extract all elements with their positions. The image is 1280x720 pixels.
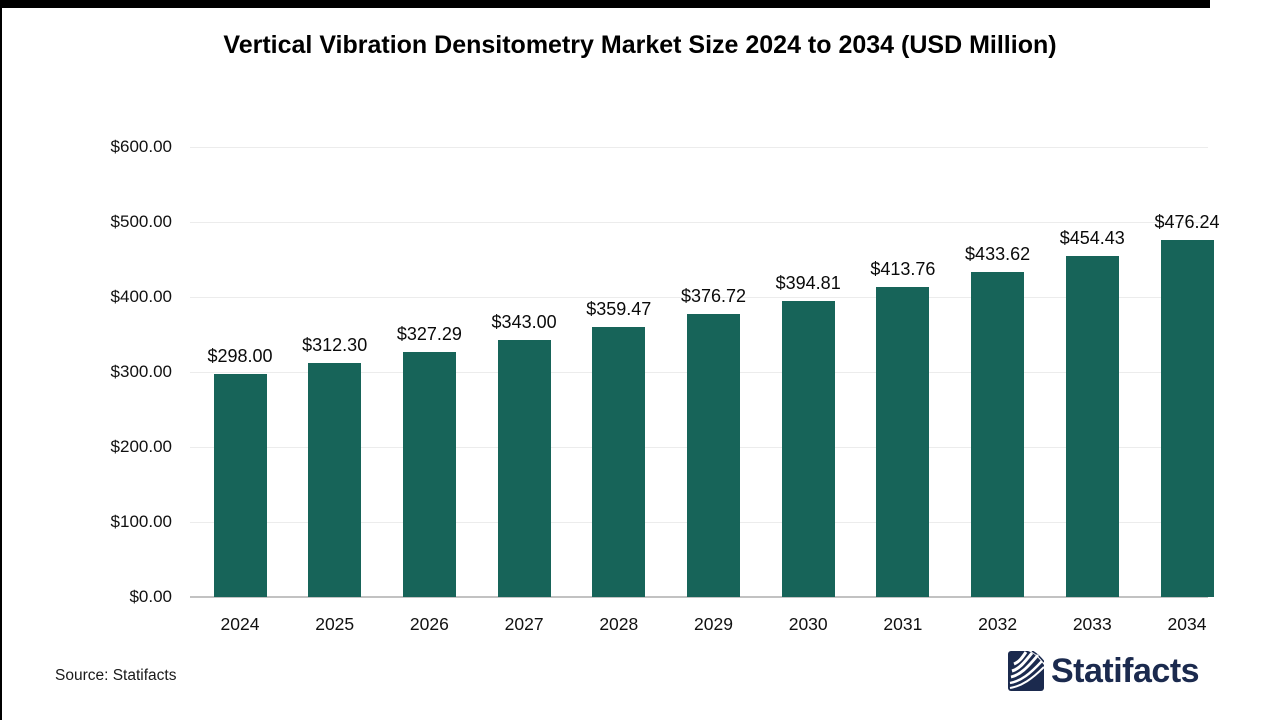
bar: [971, 271, 1025, 597]
y-tick-label: $0.00: [129, 587, 172, 606]
bar: [592, 327, 646, 597]
bar: [781, 300, 835, 597]
bar-value-label: $413.76: [870, 258, 936, 279]
bar-value-label: $454.43: [1059, 228, 1125, 249]
x-tick-label: 2028: [599, 614, 639, 634]
x-axis-line: [190, 596, 1208, 598]
bar: [402, 351, 456, 597]
gridline: [190, 297, 1208, 298]
x-tick-label: 2032: [978, 614, 1018, 634]
brand-logo: Statifacts: [1008, 650, 1200, 692]
x-tick-label: 2029: [694, 614, 733, 634]
bar-value-label: $359.47: [586, 299, 652, 320]
gridline: [190, 147, 1208, 148]
window-left-border: [0, 0, 2, 720]
bar: [308, 362, 362, 597]
y-tick-label: $600.00: [110, 137, 172, 156]
brand-name: Statifacts: [1051, 652, 1200, 690]
y-tick-label: $400.00: [110, 287, 172, 306]
statifacts-logo-icon: [1008, 651, 1044, 691]
x-tick-label: 2024: [220, 614, 260, 634]
x-tick-label: 2033: [1072, 614, 1112, 634]
x-tick-label: 2025: [315, 614, 355, 634]
bar: [876, 286, 930, 597]
bar-value-label: $312.30: [302, 334, 368, 355]
bar-value-label: $298.00: [207, 345, 273, 366]
gridline: [190, 222, 1208, 223]
y-tick-label: $100.00: [110, 512, 172, 531]
bar: [1160, 239, 1214, 597]
y-tick-label: $500.00: [110, 212, 172, 231]
chart-title: Vertical Vibration Densitometry Market S…: [223, 31, 1057, 59]
bar-value-label: $476.24: [1154, 211, 1220, 232]
source-note: Source: Statifacts: [55, 667, 177, 684]
x-tick-label: 2030: [788, 614, 828, 634]
bar: [497, 339, 551, 597]
x-tick-label: 2031: [883, 614, 923, 634]
x-tick-label: 2034: [1167, 614, 1207, 634]
bar-value-label: $343.00: [491, 311, 557, 332]
x-tick-label: 2027: [504, 614, 544, 634]
bar-value-label: $327.29: [396, 323, 462, 344]
bar-value-label: $394.81: [775, 272, 841, 293]
y-tick-label: $200.00: [110, 437, 172, 456]
window-top-border: [0, 0, 1210, 8]
bar: [1065, 256, 1119, 597]
bar: [213, 373, 267, 597]
bar-value-label: $376.72: [680, 286, 747, 307]
x-tick-label: 2026: [409, 614, 449, 634]
bar: [687, 314, 740, 597]
bar-value-label: $433.62: [965, 243, 1031, 264]
y-tick-label: $300.00: [110, 362, 172, 381]
